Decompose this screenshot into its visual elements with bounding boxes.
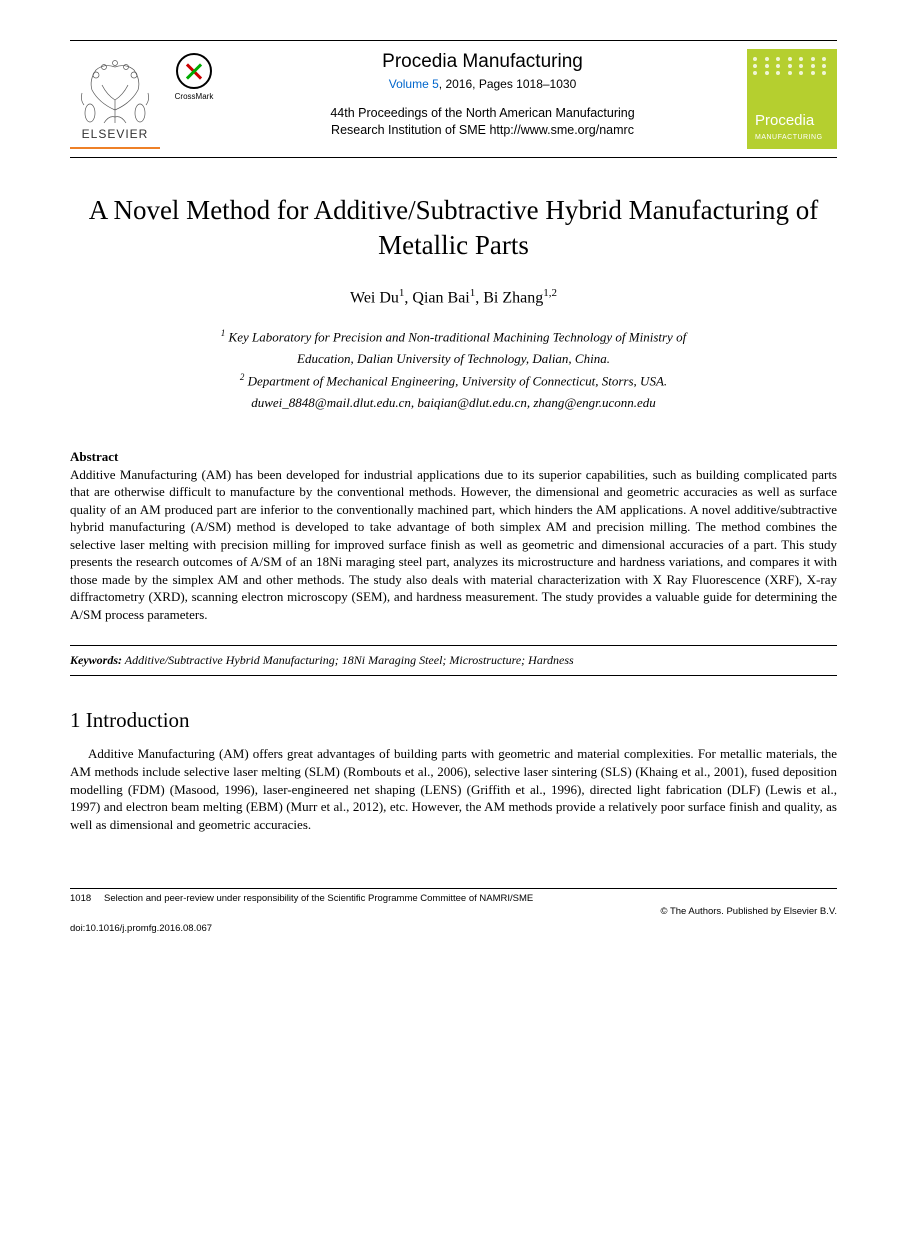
section-1-heading: 1 Introduction bbox=[70, 708, 837, 733]
author-3-sup: 1,2 bbox=[543, 287, 557, 299]
crossmark-label: CrossMark bbox=[175, 92, 214, 101]
affiliations-block: 1 Key Laboratory for Precision and Non-t… bbox=[70, 326, 837, 415]
proceedings-line1: 44th Proceedings of the North American M… bbox=[330, 106, 634, 120]
article-title: A Novel Method for Additive/Subtractive … bbox=[70, 193, 837, 263]
proceedings-line2: Research Institution of SME http://www.s… bbox=[331, 123, 634, 137]
procedia-badge[interactable]: Procedia MANUFACTURING bbox=[747, 49, 837, 149]
elsevier-wordmark: ELSEVIER bbox=[82, 127, 149, 141]
abstract-body: Additive Manufacturing (AM) has been dev… bbox=[70, 466, 837, 624]
footer-peer-review: Selection and peer-review under responsi… bbox=[104, 893, 837, 906]
author-1: Wei Du bbox=[350, 290, 399, 307]
keywords-bottom-rule bbox=[70, 675, 837, 676]
procedia-subtext: MANUFACTURING bbox=[755, 134, 823, 141]
author-emails: duwei_8848@mail.dlut.edu.cn, baiqian@dlu… bbox=[251, 395, 656, 410]
procedia-dots-icon bbox=[753, 57, 831, 75]
doi-text: doi:10.1016/j.promfg.2016.08.067 bbox=[70, 923, 837, 934]
volume-line: Volume 5, 2016, Pages 1018–1030 bbox=[228, 77, 737, 91]
author-2: Qian Bai bbox=[412, 290, 469, 307]
header-center: Procedia Manufacturing Volume 5, 2016, P… bbox=[228, 49, 737, 139]
procedia-title: Procedia bbox=[755, 112, 814, 129]
section-1-body: Additive Manufacturing (AM) offers great… bbox=[70, 745, 837, 833]
journal-name: Procedia Manufacturing bbox=[228, 51, 737, 73]
header-bottom-rule bbox=[70, 157, 837, 158]
authors-line: Wei Du1, Qian Bai1, Bi Zhang1,2 bbox=[70, 287, 837, 307]
volume-link[interactable]: Volume 5 bbox=[389, 77, 439, 91]
author-3: Bi Zhang bbox=[483, 290, 543, 307]
keywords-text: Additive/Subtractive Hybrid Manufacturin… bbox=[122, 653, 574, 667]
aff2-line: Department of Mechanical Engineering, Un… bbox=[244, 373, 667, 388]
header-top-rule bbox=[70, 40, 837, 41]
abstract-heading: Abstract bbox=[70, 449, 837, 465]
volume-rest: , 2016, Pages 1018–1030 bbox=[439, 77, 576, 91]
crossmark-badge[interactable]: CrossMark bbox=[170, 53, 218, 101]
page-number: 1018 bbox=[70, 893, 104, 906]
elsevier-logo[interactable]: ELSEVIER bbox=[70, 49, 160, 149]
elsevier-tree-icon bbox=[74, 55, 156, 125]
keywords-label: Keywords: bbox=[70, 653, 122, 667]
author-1-sup: 1 bbox=[399, 287, 405, 299]
header-bar: ELSEVIER CrossMark Procedia Manufacturin… bbox=[70, 49, 837, 149]
footer-rule bbox=[70, 888, 837, 889]
crossmark-icon bbox=[176, 53, 212, 89]
footer-copyright: © The Authors. Published by Elsevier B.V… bbox=[70, 906, 837, 919]
keywords-top-rule bbox=[70, 645, 837, 646]
proceedings-text: 44th Proceedings of the North American M… bbox=[228, 105, 737, 139]
author-2-sup: 1 bbox=[470, 287, 476, 299]
footer-block: 1018 Selection and peer-review under res… bbox=[70, 893, 837, 919]
keywords-line: Keywords: Additive/Subtractive Hybrid Ma… bbox=[70, 653, 837, 668]
aff1-line1: Key Laboratory for Precision and Non-tra… bbox=[225, 329, 686, 344]
aff1-line2: Education, Dalian University of Technolo… bbox=[297, 351, 610, 366]
